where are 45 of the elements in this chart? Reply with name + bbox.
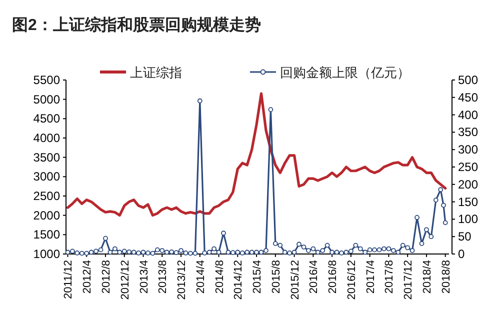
y-tick-label: 5000 [33,92,60,106]
x-tick-label: 2013/4 [138,260,150,294]
y-tick-label: 2000 [33,208,60,222]
x-tick-label: 2018/4 [421,260,434,294]
x-tick-label: 2016/12 [346,260,358,300]
x-tick-label: 2012/4 [82,260,94,294]
x-tick-label: 2015/12 [289,260,302,300]
x-tick-label: 2016/8 [327,260,340,294]
y2-tick-label: 50 [458,230,472,244]
x-tick-label: 2018/8 [440,260,452,294]
x-tick-label: 2017/4 [364,260,377,294]
x-tick-label: 2013/8 [157,260,170,294]
y-tick-label: 1500 [33,228,60,242]
y-tick-label: 1000 [33,247,60,261]
x-tick-label: 2017/8 [384,260,396,294]
x-tick-label: 2013/12 [176,260,188,300]
y-tick-label: 2500 [33,189,60,203]
x-tick-label: 2014/12 [232,260,245,300]
y2-tick-label: 100 [458,212,478,226]
y2-tick-label: 150 [458,194,478,209]
x-tick-label: 2015/8 [270,260,282,294]
y2-tick-label: 500 [458,73,478,87]
x-tick-label: 2016/4 [308,260,320,294]
x-tick-label: 2012/8 [100,260,112,294]
x-tick-label: 2015/4 [252,260,264,294]
y2-tick-label: 450 [458,90,478,104]
y2-tick-label: 300 [458,142,478,157]
y2-tick-label: 350 [458,125,478,140]
x-tick-label: 2014/4 [194,260,207,294]
y2-tick-label: 400 [458,108,478,122]
y2-tick-label: 250 [458,160,478,174]
x-tick-label: 2012/12 [119,260,132,300]
x-tick-label: 2017/12 [402,260,415,300]
x-tick-label: 2014/8 [214,260,226,294]
x-tick-label: 2011/12 [62,260,75,299]
y-tick-label: 4500 [33,112,60,126]
y2-tick-label: 200 [458,177,478,192]
chart-title: 图2：上证综指和股票回购规模走势 [12,16,261,34]
y-tick-label: 3500 [33,150,60,164]
y-tick-label: 5500 [33,73,60,87]
y-tick-label: 3000 [33,170,60,184]
y-tick-label: 4000 [33,131,60,145]
y2-tick-label: 0 [458,247,465,261]
legend-label: 回购金额上限（亿元） [280,65,410,80]
legend-label: 上证综指 [130,65,182,80]
